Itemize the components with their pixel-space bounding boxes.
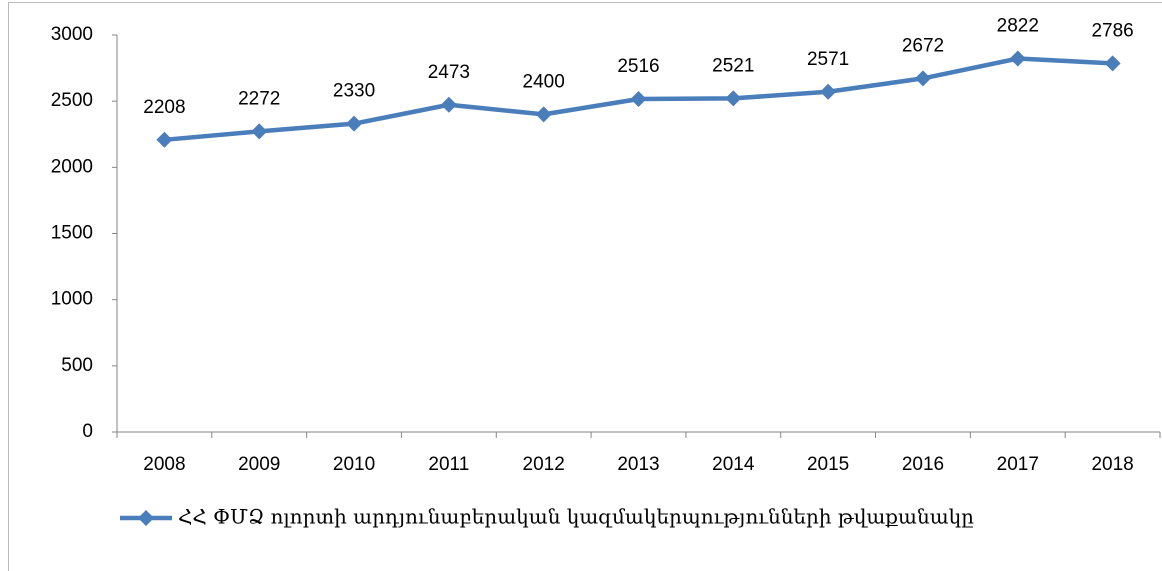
x-tick-label: 2011 — [428, 454, 469, 475]
data-label: 2272 — [238, 88, 280, 109]
marker — [820, 83, 837, 100]
y-tick-label: 0 — [82, 421, 93, 442]
data-label: 2400 — [523, 71, 565, 92]
legend-marker — [138, 510, 154, 526]
x-tick-label: 2010 — [333, 454, 375, 475]
marker — [914, 70, 931, 87]
x-tick-label: 2013 — [617, 454, 659, 475]
y-tick-label: 2000 — [51, 156, 93, 177]
marker — [725, 90, 742, 107]
y-tick-label: 3000 — [51, 24, 93, 45]
marker — [346, 115, 363, 132]
data-label: 2822 — [997, 16, 1039, 37]
data-label: 2516 — [617, 56, 659, 77]
data-label: 2571 — [807, 49, 849, 70]
marker — [1104, 55, 1121, 72]
x-tick-label: 2017 — [997, 454, 1039, 475]
x-tick-label: 2014 — [712, 454, 755, 475]
data-label: 2208 — [143, 97, 185, 118]
y-tick-label: 500 — [61, 355, 93, 376]
marker — [251, 123, 268, 140]
legend-text: ՀՀ ՓՄՁ ոլորտի արդյունաբերական կազմակերպո… — [178, 505, 974, 529]
x-tick-label: 2018 — [1091, 454, 1133, 475]
x-tick-label: 2015 — [807, 454, 849, 475]
x-tick-label: 2012 — [523, 454, 565, 475]
marker — [535, 106, 552, 123]
x-tick-label: 2009 — [238, 454, 280, 475]
y-tick-label: 1500 — [51, 223, 93, 244]
data-label: 2473 — [428, 62, 470, 83]
marker — [1009, 50, 1026, 67]
data-label: 2786 — [1091, 20, 1133, 41]
marker — [630, 91, 647, 108]
data-label: 2672 — [902, 35, 944, 56]
y-tick-label: 2500 — [51, 90, 93, 111]
data-label: 2521 — [712, 55, 754, 76]
marker — [156, 131, 173, 148]
marker — [440, 96, 457, 113]
x-tick-label: 2016 — [902, 454, 944, 475]
y-tick-label: 1000 — [51, 289, 93, 310]
data-label: 2330 — [333, 81, 375, 102]
x-tick-label: 2008 — [143, 454, 185, 475]
